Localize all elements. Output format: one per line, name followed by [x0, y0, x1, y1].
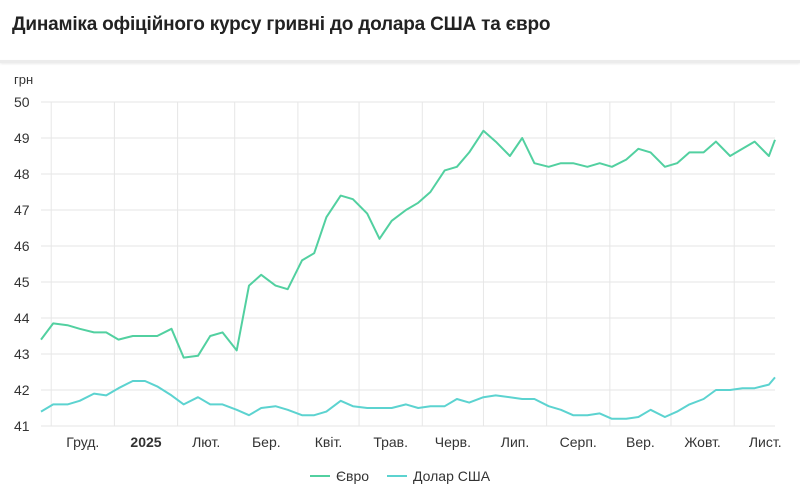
legend-item-usd[interactable]: Долар США — [387, 468, 490, 484]
header-divider — [0, 60, 800, 63]
y-tick-label: 45 — [14, 274, 30, 290]
x-tick-label: Серп. — [560, 434, 597, 450]
y-tick-label: 47 — [14, 202, 30, 218]
y-tick-label: 44 — [14, 310, 30, 326]
chart-title: Динаміка офіційного курсу гривні до дола… — [12, 14, 551, 35]
x-tick-label: Лист. — [749, 434, 782, 450]
x-tick-label: Лют. — [192, 434, 220, 450]
x-tick-label: Квіт. — [315, 434, 342, 450]
series-line-euro — [40, 129, 776, 359]
y-tick-label: 50 — [14, 94, 30, 110]
legend-label: Євро — [335, 468, 370, 484]
x-tick-label: Лип. — [501, 434, 529, 450]
y-tick-label: 49 — [14, 130, 30, 146]
x-tick-label: Груд. — [66, 434, 99, 450]
legend-label: Долар США — [413, 468, 491, 484]
x-tick-label: Жовт. — [684, 434, 720, 450]
y-tick-label: 46 — [14, 238, 30, 254]
x-tick-label: 2025 — [130, 434, 161, 450]
legend-item-euro[interactable]: Євро — [309, 468, 370, 484]
y-axis-label: грн — [14, 72, 33, 87]
y-tick-label: 48 — [14, 166, 30, 182]
x-tick-label: Вер. — [626, 434, 655, 450]
x-tick-label: Трав. — [373, 434, 408, 450]
series-line-usd — [40, 376, 776, 420]
y-tick-label: 41 — [14, 418, 30, 434]
y-tick-label: 43 — [14, 346, 30, 362]
legend-swatch — [309, 475, 330, 477]
x-tick-label: Бер. — [252, 434, 281, 450]
legend: Євро Долар США — [0, 468, 800, 484]
x-tick-label: Черв. — [435, 434, 471, 450]
legend-swatch — [387, 475, 408, 477]
y-tick-label: 42 — [14, 382, 30, 398]
